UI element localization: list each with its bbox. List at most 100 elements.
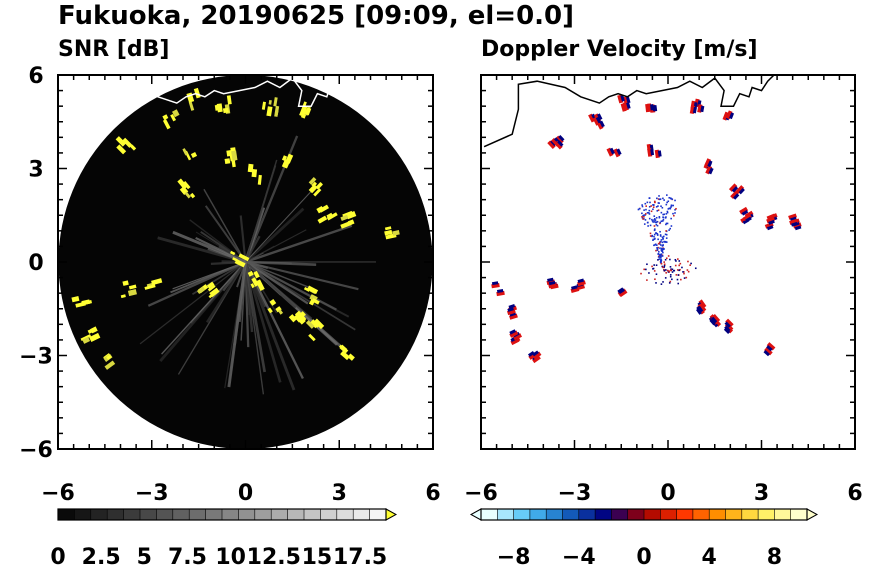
colorbar-swatch — [562, 508, 580, 521]
colorbar-swatch — [90, 508, 108, 521]
doppler-echo-cell — [739, 206, 749, 215]
snr-echo-cell — [115, 136, 127, 147]
clutter-ray — [139, 261, 246, 345]
doppler-speckle — [679, 262, 682, 265]
snr-echo-cell — [247, 270, 254, 277]
doppler-speckle — [651, 220, 654, 222]
doppler-echo-cell — [766, 225, 774, 231]
snr-echo-cell — [182, 180, 191, 190]
doppler-x-tick-labels: −6 −3 0 3 6 — [464, 481, 863, 506]
doppler-speckle — [657, 238, 659, 241]
snr-echo-cell — [71, 296, 80, 303]
doppler-echo-cell — [509, 329, 517, 335]
snr-echo-cell — [340, 350, 351, 361]
doppler-speckle — [665, 233, 668, 236]
doppler-axis-ticks — [480, 74, 856, 450]
doppler-speckle — [657, 198, 660, 200]
doppler-echo-cell — [548, 280, 556, 286]
doppler-speckle — [670, 269, 672, 272]
doppler-speckle — [681, 266, 683, 269]
doppler-speckle — [660, 255, 662, 258]
colorbar-tick-label: 8 — [767, 545, 782, 570]
snr-echo-cell — [162, 119, 171, 130]
doppler-speckle — [663, 261, 665, 263]
doppler-speckle — [686, 269, 689, 271]
doppler-speckle — [645, 205, 647, 207]
doppler-speckle — [652, 221, 654, 223]
colorbar-tick-label: −4 — [562, 545, 596, 570]
doppler-speckle — [643, 209, 645, 211]
doppler-speckle — [652, 208, 654, 211]
colorbar-swatch — [725, 508, 743, 521]
clutter-ray — [205, 261, 247, 323]
clutter-ray — [161, 261, 247, 355]
doppler-speckle — [669, 274, 672, 276]
colorbar-swatch — [352, 508, 371, 521]
doppler-speckle — [658, 202, 660, 204]
doppler-speckle — [653, 238, 656, 240]
doppler-echo-cell — [733, 193, 740, 200]
colorbar-arrow — [469, 508, 482, 521]
doppler-echo-cell — [609, 147, 615, 155]
snr-echo-cell — [184, 191, 191, 199]
doppler-speckle — [641, 212, 643, 215]
doppler-speckle — [657, 253, 659, 255]
doppler-speckle — [652, 204, 654, 206]
colorbar-tick-label: 0 — [50, 545, 65, 570]
snr-echo-cell — [277, 309, 284, 315]
doppler-speckle — [671, 271, 674, 273]
doppler-speckle — [657, 259, 659, 261]
doppler-speckle — [643, 223, 646, 225]
doppler-speckle — [665, 230, 667, 232]
clutter-ray — [244, 207, 305, 264]
doppler-speckle — [674, 199, 676, 202]
doppler-echo-cell — [570, 286, 580, 293]
colorbar-swatch — [238, 508, 256, 521]
doppler-echo-cell — [707, 160, 713, 168]
doppler-echo-cell — [789, 218, 799, 225]
doppler-speckle — [654, 228, 656, 230]
doppler-speckle — [674, 264, 677, 267]
colorbar-swatch — [123, 508, 141, 521]
doppler-speckle — [675, 260, 677, 262]
doppler-speckle — [665, 222, 668, 225]
snr-echo-cell — [104, 360, 116, 370]
doppler-echo-cell — [724, 321, 731, 328]
snr-panel: SNR [dB] 6 3 0 −3 −6 −6 −3 0 3 6 — [19, 37, 441, 506]
x-tick-label: 3 — [754, 481, 769, 506]
colorbar-tick-label: 0 — [636, 545, 651, 570]
doppler-speckle — [651, 234, 654, 237]
doppler-speckle — [653, 218, 656, 220]
doppler-speckle — [659, 230, 661, 233]
colorbar-swatch — [480, 508, 498, 521]
doppler-speckle — [665, 269, 667, 271]
doppler-echo-cell — [508, 304, 516, 309]
doppler-speckle — [643, 268, 645, 271]
snr-echo-cell — [304, 107, 312, 116]
colorbar-swatch — [57, 508, 76, 521]
colorbar-swatch — [320, 508, 338, 521]
clutter-ray — [245, 245, 275, 263]
colorbar-swatch — [270, 508, 289, 521]
doppler-speckle — [658, 258, 661, 260]
clutter-ray — [245, 260, 359, 291]
colorbar-arrow — [806, 508, 819, 521]
snr-echo-cell — [317, 215, 328, 224]
doppler-echo-cell — [650, 104, 654, 111]
doppler-echo-cell — [738, 187, 745, 195]
doppler-echo-cell — [571, 285, 578, 290]
doppler-speckle — [664, 277, 667, 279]
doppler-speckle — [658, 255, 661, 258]
clutter-ray — [244, 165, 277, 263]
doppler-echo-cell — [705, 165, 713, 175]
clutter-ray — [245, 224, 353, 264]
snr-echo-cell — [384, 229, 393, 236]
colorbar-swatch — [156, 508, 174, 521]
snr-echo-cell — [273, 97, 278, 107]
colorbar-swatch — [496, 508, 515, 521]
doppler-speckle — [671, 268, 674, 271]
doppler-speckle — [663, 264, 666, 267]
doppler-speckle — [641, 205, 644, 208]
doppler-echo-cell — [558, 134, 565, 142]
snr-echo-cell — [151, 278, 163, 286]
